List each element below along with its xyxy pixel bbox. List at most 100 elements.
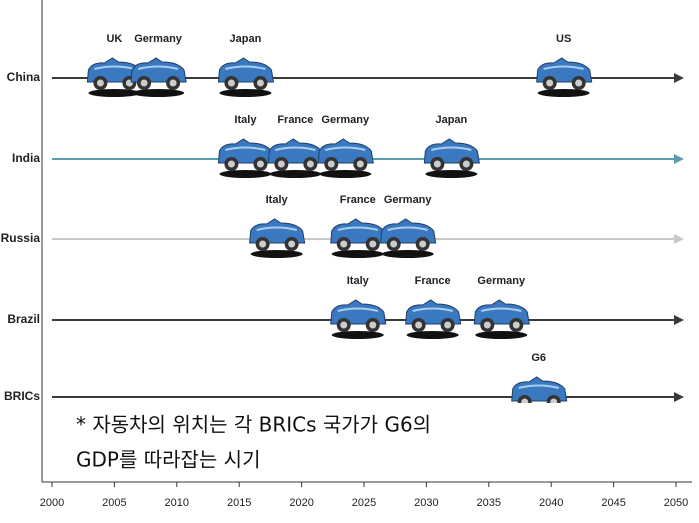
x-tick-label: 2045 (601, 497, 625, 509)
car-hub (306, 160, 314, 168)
car-body (473, 299, 530, 325)
car-label: France (415, 275, 451, 287)
car-shadow (319, 170, 372, 178)
car-marker (130, 57, 187, 97)
note-text: * 자동차의 위치는 각 BRICs 국가가 G6의 (76, 413, 431, 437)
car-body (536, 57, 593, 83)
car-highlight (275, 146, 316, 151)
car-hub (140, 79, 148, 87)
car-hub (327, 160, 335, 168)
car-highlight (387, 226, 428, 231)
car-marker (249, 218, 306, 258)
row-label: Russia (1, 231, 41, 245)
car-label: G6 (531, 352, 546, 364)
car-hub (259, 240, 267, 248)
row-label: BRICs (4, 389, 40, 403)
car-body (330, 299, 387, 325)
row-arrow (674, 234, 684, 244)
car-hub (256, 160, 264, 168)
x-tick-label: 2035 (477, 497, 501, 509)
car-marker (86, 57, 143, 97)
car-highlight (225, 65, 266, 70)
row-label: Brazil (7, 312, 40, 326)
car-highlight (543, 65, 584, 70)
car-highlight (518, 384, 559, 389)
car-hub (462, 160, 470, 168)
car-hub (444, 321, 452, 329)
car-label: France (277, 114, 313, 126)
car-label: UK (106, 33, 122, 45)
car-shadow (381, 250, 434, 258)
car-label: US (556, 33, 571, 45)
car-highlight (412, 307, 453, 312)
car-shadow (269, 170, 322, 178)
car-label: Germany (477, 275, 526, 287)
car-label: Japan (435, 114, 467, 126)
car-shadow (425, 170, 478, 178)
car-body (249, 218, 306, 244)
car-body (511, 376, 568, 402)
car-shadow (219, 170, 272, 178)
car-highlight (256, 226, 297, 231)
note-text: GDP를 따라잡는 시기 (76, 448, 260, 472)
car-shadow (537, 89, 590, 97)
car-marker (423, 138, 480, 178)
car-hub (340, 321, 348, 329)
car-hub (415, 321, 423, 329)
car-label: Germany (321, 114, 370, 126)
car-body (217, 138, 275, 164)
car-hub (227, 160, 235, 168)
row-arrow (674, 392, 684, 402)
car-body (317, 138, 374, 164)
note-box (70, 403, 570, 479)
car-label: France (340, 194, 376, 206)
car-marker (330, 299, 387, 339)
car-hub (169, 79, 177, 87)
car-body (330, 218, 387, 244)
x-tick-label: 2030 (414, 497, 438, 509)
car-shadow (475, 331, 528, 339)
car-body (423, 138, 480, 164)
car-hub (277, 160, 285, 168)
car-hub (256, 79, 264, 87)
car-highlight (337, 307, 379, 312)
car-shadow (219, 89, 272, 97)
row-arrow (674, 154, 684, 164)
car-hub (483, 321, 491, 329)
car-hub (288, 240, 296, 248)
car-label: Italy (266, 194, 289, 206)
car-hub (369, 240, 377, 248)
car-marker (405, 299, 462, 339)
car-marker (473, 299, 530, 339)
car-label: Italy (234, 114, 257, 126)
car-hub (546, 79, 554, 87)
car-shadow (132, 89, 185, 97)
car-body (380, 218, 437, 244)
row-arrow (674, 315, 684, 325)
car-hub (575, 79, 583, 87)
car-hub (369, 321, 377, 329)
car-label: Italy (347, 275, 370, 287)
x-tick-label: 2050 (664, 497, 688, 509)
car-marker (536, 57, 593, 97)
car-hub (390, 240, 398, 248)
car-hub (227, 79, 235, 87)
car-marker (330, 218, 387, 258)
x-tick-label: 2015 (227, 497, 251, 509)
car-hub (419, 240, 427, 248)
car-marker (317, 138, 374, 178)
car-marker (380, 218, 437, 258)
x-tick-label: 2010 (165, 497, 189, 509)
car-hub (433, 160, 441, 168)
car-highlight (431, 146, 472, 151)
car-body (217, 57, 275, 83)
car-shadow (406, 331, 459, 339)
car-label: Germany (134, 33, 183, 45)
car-hub (96, 79, 104, 87)
row-label: India (12, 151, 40, 165)
car-marker (217, 138, 275, 178)
car-shadow (250, 250, 303, 258)
car-highlight (137, 65, 179, 70)
row-label: China (7, 70, 41, 84)
